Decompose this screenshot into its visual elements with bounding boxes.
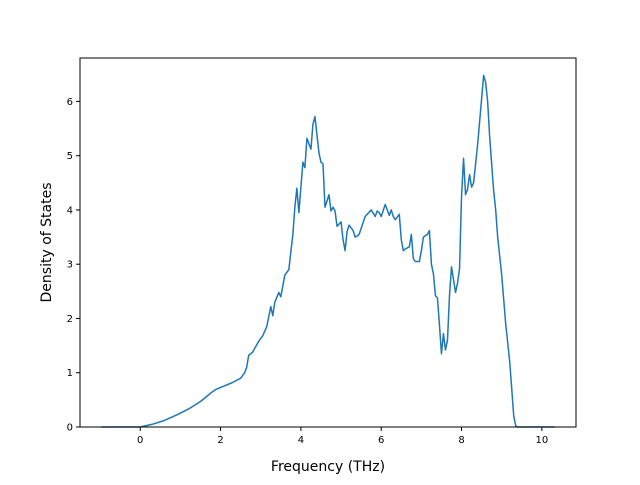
series-layer [101,74,555,428]
x-tick-label: 6 [378,435,384,446]
x-tick-label: 10 [535,435,548,446]
x-axis-label: Frequency (THz) [271,459,385,475]
x-tick-label: 4 [298,435,304,446]
y-tick-label: 1 [67,368,73,379]
x-tick-label: 2 [217,435,223,446]
dos-series-line [101,74,555,428]
plot-frame [79,57,577,428]
y-tick-label: 3 [67,260,73,271]
ticks-layer: 0 2 4 6 8 10 0 1 2 3 4 5 6 [67,97,549,446]
y-tick-label: 0 [67,423,73,434]
y-tick-label: 4 [67,205,73,216]
x-tick-label: 8 [458,435,464,446]
y-tick-label: 5 [67,151,73,162]
y-tick-label: 2 [67,314,73,325]
y-tick-label: 6 [67,97,73,108]
x-tick-label: 0 [137,435,143,446]
y-axis-label: Density of States [39,183,55,303]
